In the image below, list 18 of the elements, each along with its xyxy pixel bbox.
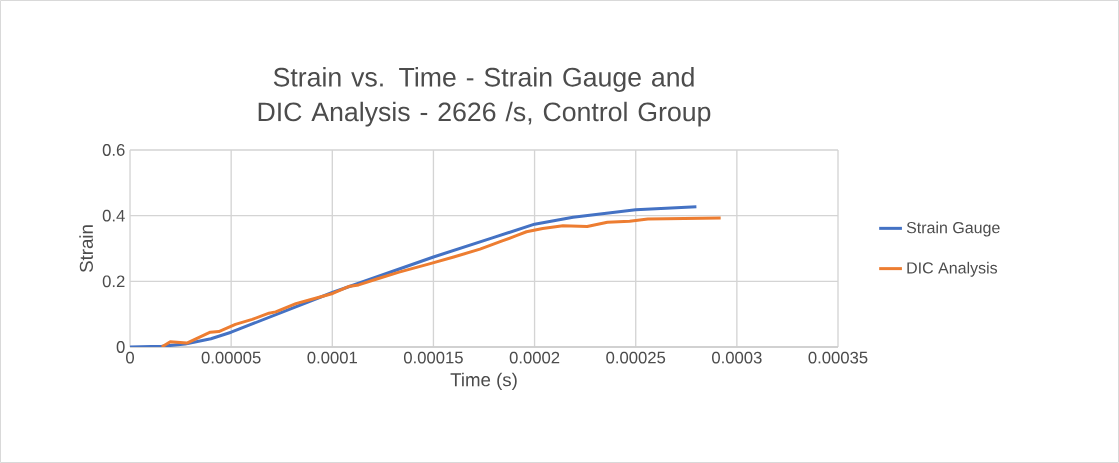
- x-tick-label: 0.00035: [808, 351, 868, 364]
- y-tick-label: 0.4: [102, 209, 125, 222]
- y-tick-label: 0.6: [102, 144, 125, 156]
- line-series: [160, 216, 723, 347]
- legend-label: Strain Gauge: [906, 221, 1000, 237]
- x-tick-label: 0: [126, 351, 134, 364]
- x-axis-title: Time (s): [450, 372, 517, 391]
- legend-label: DIC Analysis: [907, 261, 998, 277]
- x-tick-label: 0.00025: [606, 351, 666, 364]
- y-tick-label: 0: [116, 341, 125, 353]
- y-axis-title: Strain: [79, 225, 93, 273]
- y-tick-label: 0.2: [102, 275, 125, 288]
- x-tick-label: 0.00005: [201, 351, 261, 364]
- x-tick-label: 0.0002: [509, 351, 560, 364]
- x-tick-label: 0.00015: [403, 351, 463, 364]
- chart-title: Strain vs. Time - Strain Gauge and DIC Analysis - 2626 /s, Control Group: [258, 67, 711, 127]
- x-tick-label: 0.0003: [712, 351, 762, 364]
- x-tick-label: 0.0001: [307, 351, 357, 364]
